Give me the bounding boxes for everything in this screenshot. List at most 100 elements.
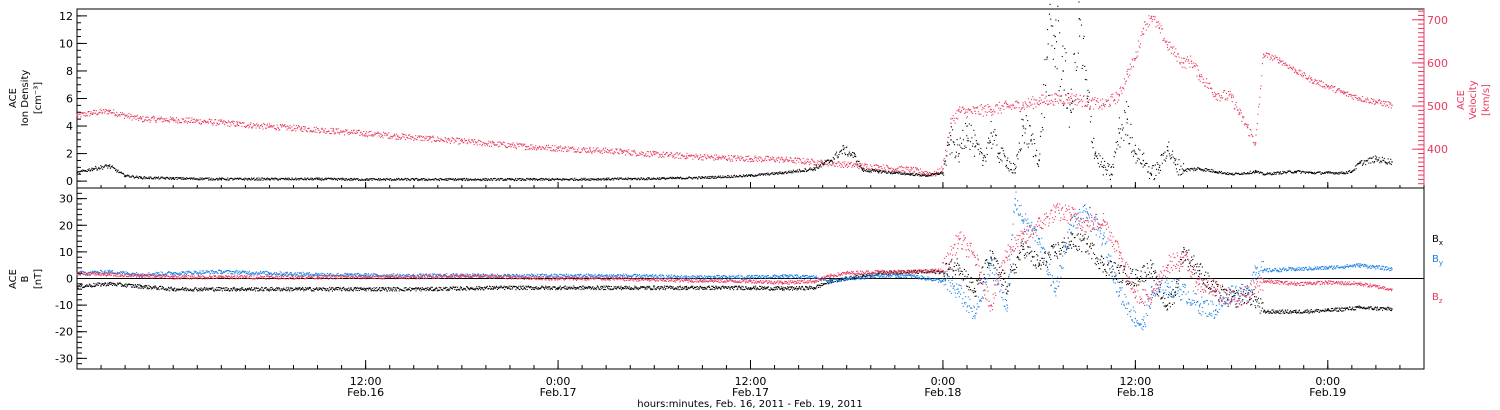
velocity-sample-1662 <box>1142 33 1144 35</box>
ion-density-sample-1494 <box>1034 154 1036 156</box>
ion-density-sample-26 <box>93 168 95 171</box>
velocity-sample-2001 <box>1359 99 1362 101</box>
ion-density-sample-1148 <box>812 168 814 171</box>
velocity-sample-500 <box>397 135 399 137</box>
series-bx-sample-332 <box>262 289 264 291</box>
velocity-sample-1822 <box>1245 123 1247 125</box>
velocity-sample-1780 <box>1218 93 1220 95</box>
ion-density-sample-267 <box>247 177 249 179</box>
velocity-sample-250 <box>236 121 238 123</box>
velocity-sample-1218 <box>857 165 859 167</box>
ion-density-point-34 <box>990 132 992 134</box>
ion-density-sample-1861 <box>1270 172 1272 174</box>
velocity-sample-466 <box>375 132 377 134</box>
velocity-sample-2027 <box>1376 101 1378 103</box>
ion-density-point-57 <box>1174 163 1177 166</box>
ion-density-sample-486 <box>388 178 390 181</box>
velocity-point-11 <box>365 133 367 135</box>
ion-density-sample-459 <box>370 178 373 180</box>
velocity-sample-1274 <box>893 170 895 172</box>
velocity-sample-1296 <box>907 167 909 169</box>
series-bx-sample-349 <box>272 288 274 290</box>
series-bx-sample-76 <box>119 282 121 284</box>
velocity-sample-792 <box>584 148 586 150</box>
ion-density-sample-1244 <box>874 170 876 172</box>
velocity-sample-79 <box>127 116 129 118</box>
ion-density-sample-1767 <box>1209 171 1212 173</box>
velocity-sample-1025 <box>733 155 736 157</box>
ion-density-sample-1847 <box>1261 172 1263 174</box>
ion-density-sample-1456 <box>1010 162 1012 165</box>
velocity-sample-2020 <box>1372 98 1374 100</box>
ion-density-sample-1949 <box>1326 171 1328 173</box>
series-bx-sample-177 <box>175 288 177 290</box>
velocity-sample-330 <box>288 126 290 128</box>
velocity-sample-1729 <box>1185 67 1187 69</box>
velocity-sample-1280 <box>897 167 899 169</box>
velocity-sample-1692 <box>1161 28 1163 30</box>
ion-density-sample-185 <box>195 178 197 180</box>
velocity-sample-719 <box>537 148 539 150</box>
series-bx-sample-357 <box>276 287 278 290</box>
ion-density-sample-134 <box>162 177 164 179</box>
velocity-sample-1992 <box>1354 94 1356 96</box>
ion-density-sample-1846 <box>1260 171 1262 173</box>
ion-density-sample-726 <box>542 178 544 180</box>
ion-density-sample-1420 <box>987 142 989 144</box>
series-bx-sample-549 <box>384 287 386 289</box>
ion-density-sample-68 <box>120 172 122 174</box>
ion-density-sample-1055 <box>753 175 755 177</box>
velocity-sample-503 <box>399 136 401 138</box>
ion-density-sample-1508 <box>1043 116 1045 118</box>
velocity-sample-806 <box>593 149 595 152</box>
ion-density-sample-649 <box>492 178 494 180</box>
velocity-sample-735 <box>547 144 550 146</box>
ion-density-sample-251 <box>237 178 239 180</box>
ion-density-sample-1371 <box>955 151 957 153</box>
ion-density-sample-1362 <box>950 135 952 137</box>
ion-density-sample-138 <box>165 178 167 180</box>
series-bx-sample-469 <box>339 287 341 289</box>
ion-density-sample-444 <box>361 178 363 180</box>
velocity-sample-1499 <box>1038 103 1040 105</box>
velocity-sample-1275 <box>894 169 896 171</box>
ion-density-sample-1199 <box>845 147 847 149</box>
series-bx-sample-80 <box>121 283 123 286</box>
velocity-sample-1693 <box>1162 39 1164 42</box>
ion-density-sample-1147 <box>812 170 814 172</box>
ion-density-sample-837 <box>613 178 615 180</box>
velocity-sample-710 <box>531 148 534 150</box>
velocity-sample-816 <box>599 152 602 154</box>
ion-density-sample-86 <box>131 175 133 177</box>
velocity-sample-102 <box>141 121 144 123</box>
velocity-sample-1665 <box>1144 21 1146 23</box>
ion-density-sample-1621 <box>1116 148 1118 150</box>
series-bx-sample-364 <box>280 288 282 290</box>
ion-density-sample-827 <box>606 179 609 181</box>
ion-density-sample-418 <box>344 179 346 181</box>
velocity-sample-69 <box>120 114 122 116</box>
ion-density-sample-1141 <box>808 169 810 171</box>
ion-density-sample-1714 <box>1175 168 1178 170</box>
velocity-sample-1117 <box>792 160 795 162</box>
velocity-sample-406 <box>336 131 339 133</box>
ion-density-sample-1899 <box>1294 172 1296 174</box>
series-bx-sample-417 <box>310 289 312 291</box>
ion-density-sample-1748 <box>1197 167 1199 169</box>
series-bx-sample-8 <box>80 284 83 286</box>
ion-density-sample-1186 <box>837 157 839 159</box>
velocity-sample-1219 <box>858 168 860 170</box>
velocity-sample-732 <box>546 144 548 146</box>
ion-density-sample-113 <box>148 178 151 180</box>
ion-density-sample-1122 <box>796 170 798 172</box>
series-bx-point-24 <box>1006 285 1008 288</box>
series-bx-sample-399 <box>300 288 302 290</box>
velocity-sample-2007 <box>1363 101 1365 103</box>
series-bx-sample-413 <box>308 287 310 289</box>
velocity-sample-385 <box>323 129 325 132</box>
ion-density-sample-985 <box>708 176 710 178</box>
velocity-sample-1849 <box>1262 57 1264 59</box>
ion-density-sample-1572 <box>1084 78 1086 80</box>
velocity-sample-62 <box>116 111 118 113</box>
velocity-sample-991 <box>712 156 714 158</box>
